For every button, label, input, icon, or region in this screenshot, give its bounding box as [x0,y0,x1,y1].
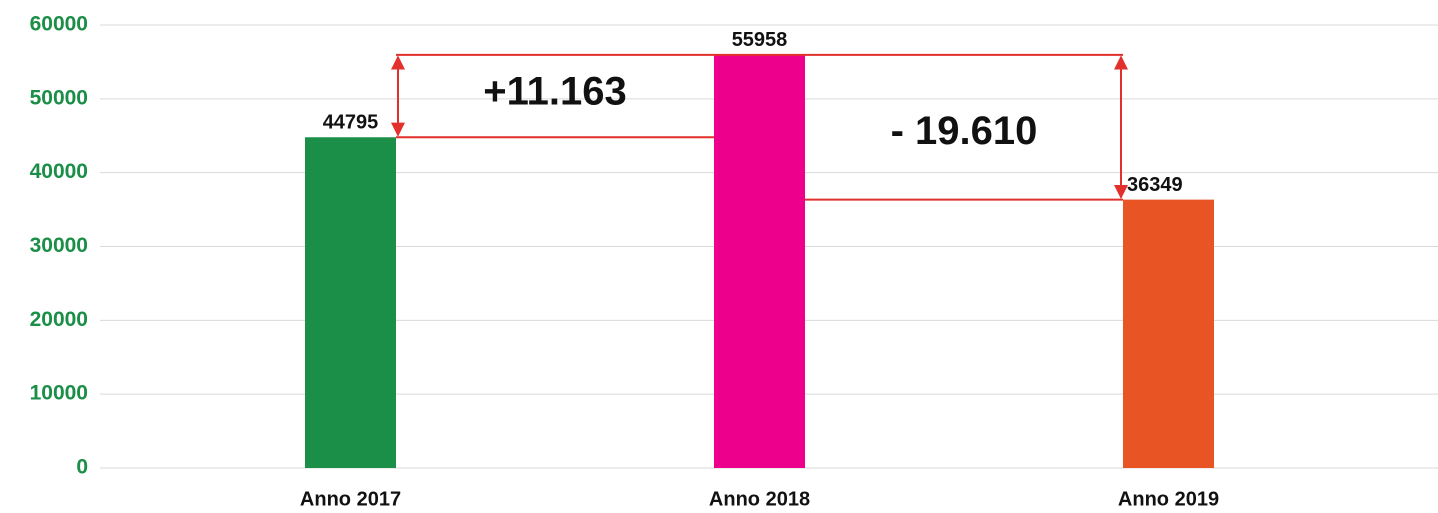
x-tick-label: Anno 2019 [1118,488,1219,510]
annotation: +11.163 [483,70,627,114]
y-tick-label: 50000 [30,86,88,109]
y-tick-label: 40000 [30,160,88,183]
data-label: 55958 [732,29,788,51]
y-tick-label: 0 [76,456,88,479]
bar [714,54,805,468]
y-tick-label: 10000 [30,382,88,405]
y-tick-label: 60000 [30,13,88,36]
data-label: 36349 [1127,174,1183,196]
y-tick-label: 20000 [30,308,88,331]
annotation: - 19.610 [891,109,1038,153]
x-tick-label: Anno 2018 [709,488,810,510]
y-tick-label: 30000 [30,234,88,257]
bar [305,137,396,468]
x-tick-label: Anno 2017 [300,488,401,510]
data-label: 44795 [323,112,379,134]
bar [1123,199,1214,468]
